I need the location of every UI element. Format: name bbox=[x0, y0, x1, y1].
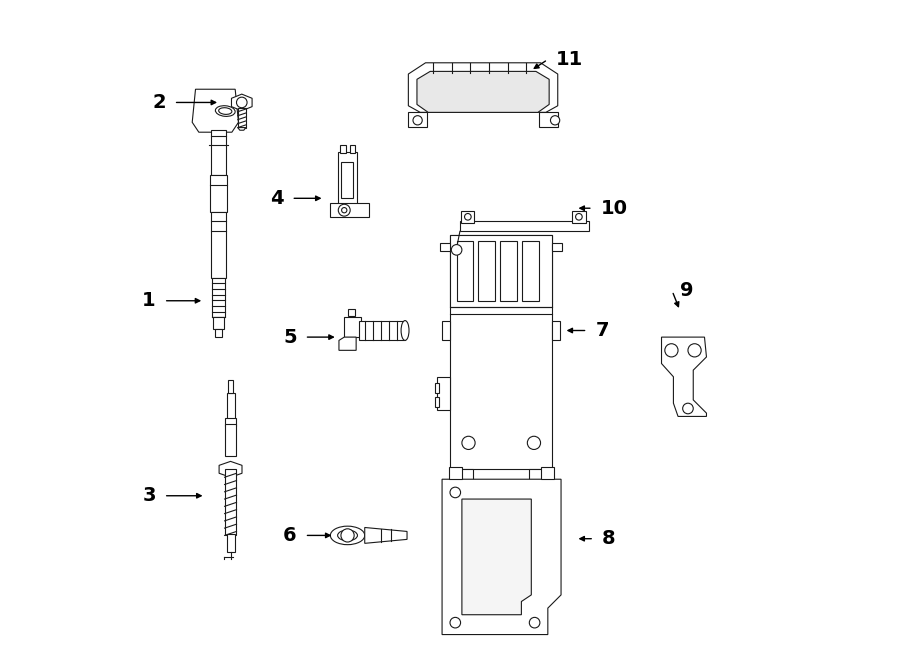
Circle shape bbox=[462, 436, 475, 449]
Circle shape bbox=[338, 204, 350, 216]
Ellipse shape bbox=[330, 526, 365, 545]
Ellipse shape bbox=[219, 108, 232, 114]
Bar bbox=[461, 211, 474, 223]
Ellipse shape bbox=[401, 321, 409, 340]
Bar bbox=[460, 221, 589, 231]
Circle shape bbox=[527, 436, 541, 449]
Circle shape bbox=[464, 214, 472, 220]
Polygon shape bbox=[231, 94, 252, 111]
Bar bbox=[212, 212, 226, 278]
Bar bbox=[212, 130, 226, 175]
Text: 2: 2 bbox=[152, 93, 166, 112]
Circle shape bbox=[342, 208, 346, 213]
Bar bbox=[442, 321, 450, 340]
Circle shape bbox=[551, 116, 560, 125]
Bar bbox=[228, 380, 233, 393]
Circle shape bbox=[237, 97, 248, 108]
Text: 5: 5 bbox=[283, 328, 297, 346]
Bar bbox=[456, 469, 473, 483]
Bar bbox=[456, 241, 473, 301]
Bar bbox=[225, 469, 237, 535]
Polygon shape bbox=[364, 527, 407, 543]
Text: 4: 4 bbox=[270, 189, 284, 208]
Text: 11: 11 bbox=[556, 50, 583, 69]
Bar bbox=[572, 211, 586, 223]
Bar bbox=[210, 175, 227, 212]
Text: 7: 7 bbox=[596, 321, 609, 340]
Polygon shape bbox=[409, 63, 558, 112]
Bar bbox=[553, 321, 561, 340]
Bar bbox=[238, 108, 246, 128]
Bar bbox=[227, 393, 235, 420]
Polygon shape bbox=[193, 89, 238, 132]
Circle shape bbox=[576, 214, 582, 220]
Polygon shape bbox=[238, 128, 246, 130]
Polygon shape bbox=[662, 337, 706, 416]
Polygon shape bbox=[462, 499, 531, 615]
Bar bbox=[440, 243, 450, 251]
Circle shape bbox=[341, 529, 355, 542]
Bar bbox=[450, 235, 553, 469]
Bar bbox=[449, 467, 462, 479]
Bar bbox=[529, 469, 545, 483]
Polygon shape bbox=[339, 337, 356, 350]
Bar bbox=[213, 317, 224, 329]
Bar bbox=[500, 241, 517, 301]
Bar bbox=[225, 418, 236, 426]
Bar bbox=[539, 112, 558, 127]
Polygon shape bbox=[219, 461, 242, 477]
Polygon shape bbox=[442, 479, 561, 635]
Bar bbox=[338, 152, 357, 205]
Bar bbox=[215, 329, 222, 337]
Polygon shape bbox=[417, 71, 549, 112]
Text: 3: 3 bbox=[142, 486, 156, 505]
Bar bbox=[349, 145, 355, 153]
Bar bbox=[436, 397, 439, 407]
Circle shape bbox=[529, 617, 540, 628]
Text: 8: 8 bbox=[602, 529, 616, 548]
Circle shape bbox=[688, 344, 701, 357]
Bar bbox=[436, 377, 450, 410]
Bar bbox=[409, 112, 427, 127]
Polygon shape bbox=[329, 203, 369, 217]
Ellipse shape bbox=[338, 530, 357, 541]
Text: 1: 1 bbox=[142, 292, 156, 310]
Circle shape bbox=[413, 116, 422, 125]
Bar bbox=[541, 467, 554, 479]
Bar bbox=[450, 235, 553, 307]
Bar bbox=[359, 321, 405, 340]
Circle shape bbox=[450, 617, 461, 628]
Bar bbox=[227, 534, 235, 552]
Bar bbox=[479, 241, 495, 301]
Bar bbox=[212, 278, 225, 317]
Circle shape bbox=[450, 487, 461, 498]
Circle shape bbox=[665, 344, 678, 357]
Bar bbox=[553, 243, 562, 251]
Text: 9: 9 bbox=[680, 282, 694, 300]
Ellipse shape bbox=[215, 106, 235, 116]
Text: 10: 10 bbox=[600, 199, 627, 217]
Bar bbox=[341, 162, 353, 198]
Bar bbox=[225, 424, 237, 456]
Bar bbox=[344, 317, 361, 337]
Circle shape bbox=[451, 245, 462, 255]
Bar bbox=[436, 383, 439, 393]
Circle shape bbox=[683, 403, 693, 414]
Text: 6: 6 bbox=[283, 526, 297, 545]
Bar bbox=[347, 309, 356, 316]
Bar bbox=[522, 241, 538, 301]
Bar bbox=[340, 145, 346, 153]
